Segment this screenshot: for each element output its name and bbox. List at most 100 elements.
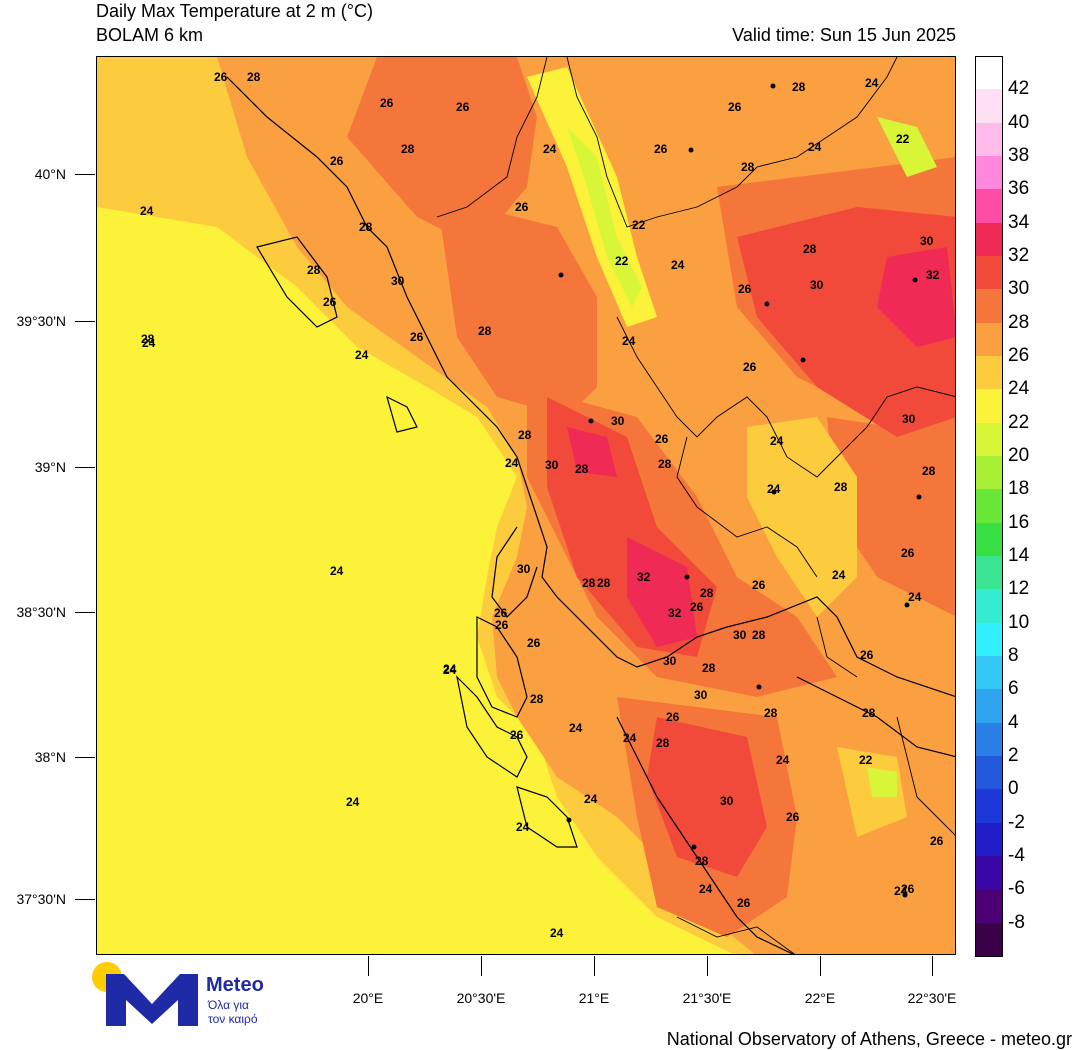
map-value-label: 26 <box>860 648 874 662</box>
colorbar-label: 42 <box>1008 78 1030 100</box>
map-value-label: 24 <box>832 568 846 582</box>
colorbar-swatch <box>975 256 1003 291</box>
colorbar-label: 24 <box>1008 378 1030 400</box>
map-value-label: 26 <box>214 70 228 84</box>
map-value-label: 24 <box>505 456 519 470</box>
map-value-label: 28 <box>834 480 848 494</box>
colorbar-swatch <box>975 756 1003 791</box>
map-value-label: 22 <box>632 218 646 232</box>
map-value-label: 28 <box>582 576 596 590</box>
map-value-label: 28 <box>247 70 261 84</box>
colorbar-label: 12 <box>1008 578 1030 600</box>
colorbar-label: 36 <box>1008 178 1030 200</box>
map-value-label: 24 <box>808 140 822 154</box>
map-value-label: 24 <box>671 258 685 272</box>
colorbar-swatch <box>975 356 1003 391</box>
map-value-label: 28 <box>518 428 532 442</box>
map-value-label: 22 <box>615 254 629 268</box>
map-value-label: 28 <box>700 586 714 600</box>
map-value-label: 26 <box>654 142 668 156</box>
map-value-label: 26 <box>380 96 394 110</box>
map-value-label: 26 <box>690 600 704 614</box>
colorbar-swatch <box>975 522 1003 557</box>
map-value-label: 26 <box>330 154 344 168</box>
map-value-label: 22 <box>896 132 910 146</box>
colorbar-label: 22 <box>1008 411 1030 433</box>
land-28-epirus <box>437 197 597 417</box>
lon-tick <box>594 956 595 976</box>
logo-tagline-line2: τον καιρό <box>208 1012 258 1026</box>
map-value-label: 28 <box>658 457 672 471</box>
colorbar-label: 30 <box>1008 278 1030 300</box>
colorbar-swatch <box>975 589 1003 624</box>
map-value-label: 26 <box>930 834 944 848</box>
colorbar <box>975 56 1003 957</box>
colorbar-label: 2 <box>1008 745 1019 766</box>
map-value-label: 24 <box>894 884 908 898</box>
map-value-label: 32 <box>926 268 940 282</box>
colorbar-swatch <box>975 422 1003 457</box>
map-value-label: 26 <box>510 728 524 742</box>
map-canvas <box>97 57 955 954</box>
lon-tick <box>707 956 708 976</box>
city-dots <box>558 83 922 898</box>
map-value-label: 26 <box>410 330 424 344</box>
colorbar-swatch <box>975 189 1003 224</box>
sea-lighter-region <box>97 207 733 954</box>
colorbar-swatch <box>975 656 1003 691</box>
lon-tick <box>368 956 369 976</box>
map-value-label: 32 <box>637 570 651 584</box>
colorbar-label: 40 <box>1008 111 1030 133</box>
map-value-label: 30 <box>517 562 531 576</box>
map-value-label: 30 <box>902 412 916 426</box>
map-value-label: 24 <box>550 926 564 940</box>
map-value-label: 30 <box>391 274 405 288</box>
map-value-label: 28 <box>575 462 589 476</box>
map-value-label: 28 <box>656 736 670 750</box>
land-30-peloponnese <box>647 717 767 877</box>
map-value-label: 30 <box>720 794 734 808</box>
lon-tick <box>481 956 482 976</box>
coastlines <box>226 76 955 954</box>
map-value-label: 28 <box>530 692 544 706</box>
meteo-m-logo-icon <box>106 974 198 1026</box>
map-value-label: 24 <box>908 590 922 604</box>
colorbar-label: -2 <box>1008 811 1025 833</box>
map-value-label: 24 <box>767 482 781 496</box>
map-value-label: 28 <box>401 142 415 156</box>
map-value-label: 22 <box>859 753 873 767</box>
lat-tick <box>75 899 95 900</box>
colorbar-label: -4 <box>1008 845 1025 866</box>
lat-tick <box>75 174 95 175</box>
colorbar-swatch <box>975 922 1003 957</box>
map-value-label: 28 <box>702 661 716 675</box>
map-value-label: 26 <box>901 546 915 560</box>
map-value-label: 28 <box>478 324 492 338</box>
colorbar-swatch <box>975 456 1003 491</box>
colorbar-swatch <box>975 822 1003 857</box>
lat-tick <box>75 757 95 758</box>
colorbar-swatch <box>975 689 1003 724</box>
map-value-label: 26 <box>752 578 766 592</box>
temperature-map: 26 28 26 26 28 26 24 26 28 26 24 22 24 26 28 28 28 30 26 28… <box>96 56 956 955</box>
map-value-label: 24 <box>516 820 530 834</box>
mountain-22-arcadia <box>867 767 897 797</box>
lon-label-21e: 21°E <box>578 990 610 1006</box>
lat-label-38n: 38°N <box>34 749 66 765</box>
map-value-label: 30 <box>920 234 934 248</box>
lat-tick <box>75 467 95 468</box>
map-value-label: 24 <box>569 721 583 735</box>
lon-tick <box>820 956 821 976</box>
colorbar-label: 0 <box>1008 778 1019 800</box>
colorbar-swatch <box>975 56 1003 91</box>
map-value-label: 24 <box>443 662 457 676</box>
mountain-22-olympus <box>877 117 937 177</box>
mountain-22-pindus <box>567 127 642 307</box>
borders <box>436 57 955 954</box>
colorbar-label: 26 <box>1008 345 1030 366</box>
land-28-north <box>347 57 537 247</box>
colorbar-swatch <box>975 89 1003 124</box>
map-value-label: 24 <box>865 76 879 90</box>
colorbar-swatch <box>975 856 1003 891</box>
colorbar-label: 14 <box>1008 545 1030 566</box>
